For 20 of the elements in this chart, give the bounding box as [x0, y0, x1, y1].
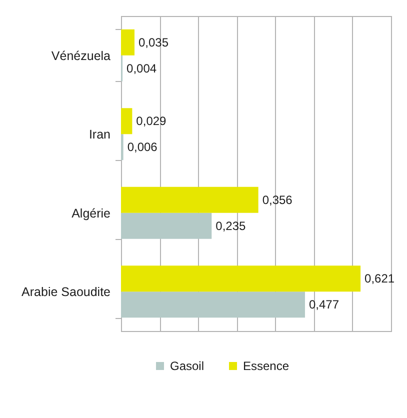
- bar: [121, 212, 212, 239]
- y-tick-label: Algérie: [72, 206, 111, 220]
- y-tick-label: Iran: [88, 128, 111, 142]
- data-label: 0,035: [138, 35, 169, 50]
- y-tick-label: Vénézuela: [51, 48, 111, 63]
- bar: [121, 108, 132, 134]
- bar: [121, 292, 305, 318]
- data-label: 0,235: [216, 218, 246, 233]
- legend-label: Gasoil: [170, 359, 204, 373]
- data-label: 0,004: [126, 61, 157, 76]
- bar: [121, 29, 134, 56]
- data-label: 0,621: [364, 272, 395, 286]
- bar: [121, 186, 258, 213]
- y-tick-label: Arabie Saoudite: [22, 285, 111, 300]
- data-label: 0,029: [136, 114, 167, 128]
- data-label: 0,006: [127, 140, 158, 154]
- legend-label: Essence: [243, 359, 290, 373]
- data-label: 0,477: [308, 298, 340, 312]
- data-label: 0,356: [262, 192, 293, 207]
- bar: [121, 266, 361, 292]
